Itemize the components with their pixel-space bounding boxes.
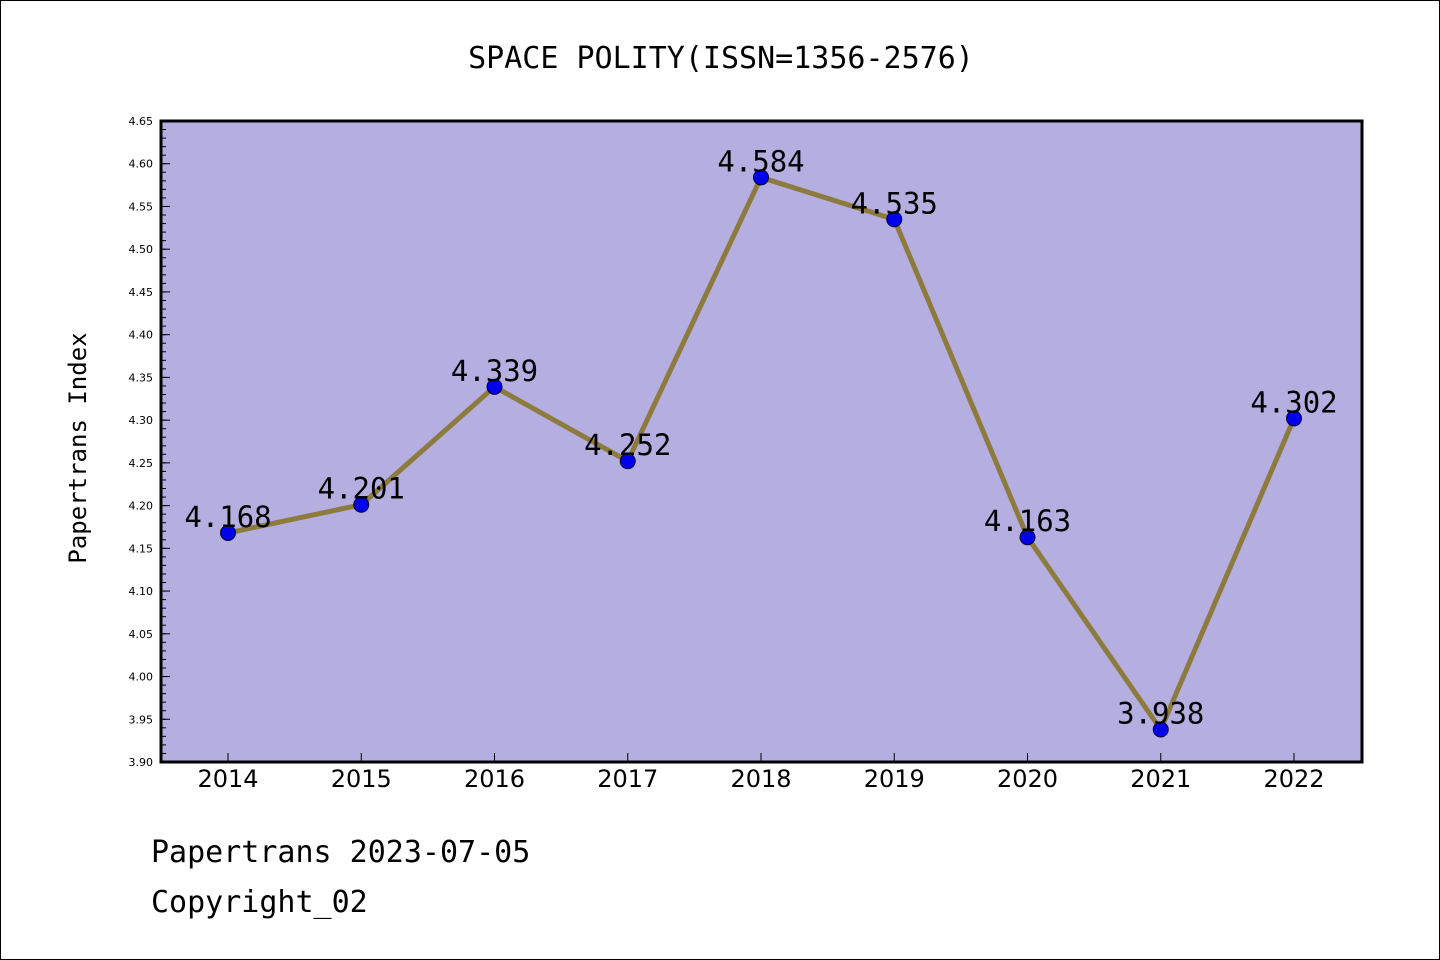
- data-point: [619, 453, 636, 470]
- y-tick-label: 3.95: [129, 713, 154, 726]
- y-tick-label: 4.55: [129, 200, 154, 213]
- y-tick-label: 4.65: [129, 115, 154, 128]
- footer-date: Papertrans 2023-07-05: [151, 835, 531, 870]
- x-tick-label: 2014: [197, 765, 258, 793]
- y-tick-label: 4.35: [129, 371, 154, 384]
- y-tick-label: 4.30: [129, 414, 154, 427]
- plot-area: [159, 119, 1364, 764]
- y-tick-label: 4.00: [129, 671, 154, 684]
- data-point: [1286, 410, 1302, 427]
- data-label: 3.938: [1117, 697, 1204, 731]
- data-label: 4.535: [851, 186, 938, 220]
- y-tick-label: 4.50: [129, 243, 154, 256]
- x-axis: 2014 2015 2016 2017 2018 2019 2020 2021 2022: [197, 753, 1325, 793]
- data-labels: 4.168 4.201 4.339 4.252 4.584 4.535 4.163 3.938…: [184, 144, 1337, 730]
- data-point: [220, 524, 236, 541]
- y-tick-label: 4.15: [129, 542, 154, 555]
- y-tick-label: 4.25: [129, 457, 154, 470]
- data-point: [1152, 721, 1169, 738]
- y-tick-label: 4.45: [129, 286, 154, 299]
- y-axis: 3.90 3.95 4.00 4.05 4.10 4.15 4.20 4.25 4.30 4.35…: [129, 115, 170, 769]
- y-tick-label: 4.05: [129, 628, 154, 641]
- x-tick-label: 2019: [864, 765, 925, 793]
- data-label: 4.163: [984, 504, 1071, 538]
- y-tick-label: 4.40: [129, 329, 154, 342]
- data-points: [220, 169, 1302, 738]
- y-tick-label: 3.90: [129, 756, 154, 769]
- data-label: 4.168: [184, 500, 271, 534]
- x-tick-label: 2022: [1263, 765, 1324, 793]
- y-tick-label: 4.10: [129, 585, 154, 598]
- x-tick-label: 2018: [730, 765, 791, 793]
- y-tick-label: 4.20: [129, 500, 154, 513]
- data-label: 4.584: [717, 144, 804, 178]
- x-tick-label: 2021: [1130, 765, 1191, 793]
- x-tick-label: 2020: [997, 765, 1058, 793]
- x-tick-label: 2017: [597, 765, 658, 793]
- data-point: [1019, 529, 1036, 546]
- y-axis-title: Papertrans Index: [64, 332, 92, 563]
- y-tick-label: 4.60: [129, 158, 154, 171]
- footer-copyright: Copyright_02: [151, 885, 368, 920]
- data-point: [753, 169, 769, 186]
- x-tick-label: 2015: [331, 765, 392, 793]
- data-point: [886, 211, 903, 228]
- data-label: 4.339: [451, 354, 538, 388]
- data-label: 4.302: [1250, 385, 1337, 419]
- data-label: 4.252: [584, 428, 671, 462]
- data-point: [353, 496, 370, 513]
- data-point: [486, 378, 503, 395]
- chart-title: SPACE POLITY(ISSN=1356-2576): [468, 41, 974, 76]
- data-label: 4.201: [318, 472, 405, 506]
- x-tick-label: 2016: [464, 765, 525, 793]
